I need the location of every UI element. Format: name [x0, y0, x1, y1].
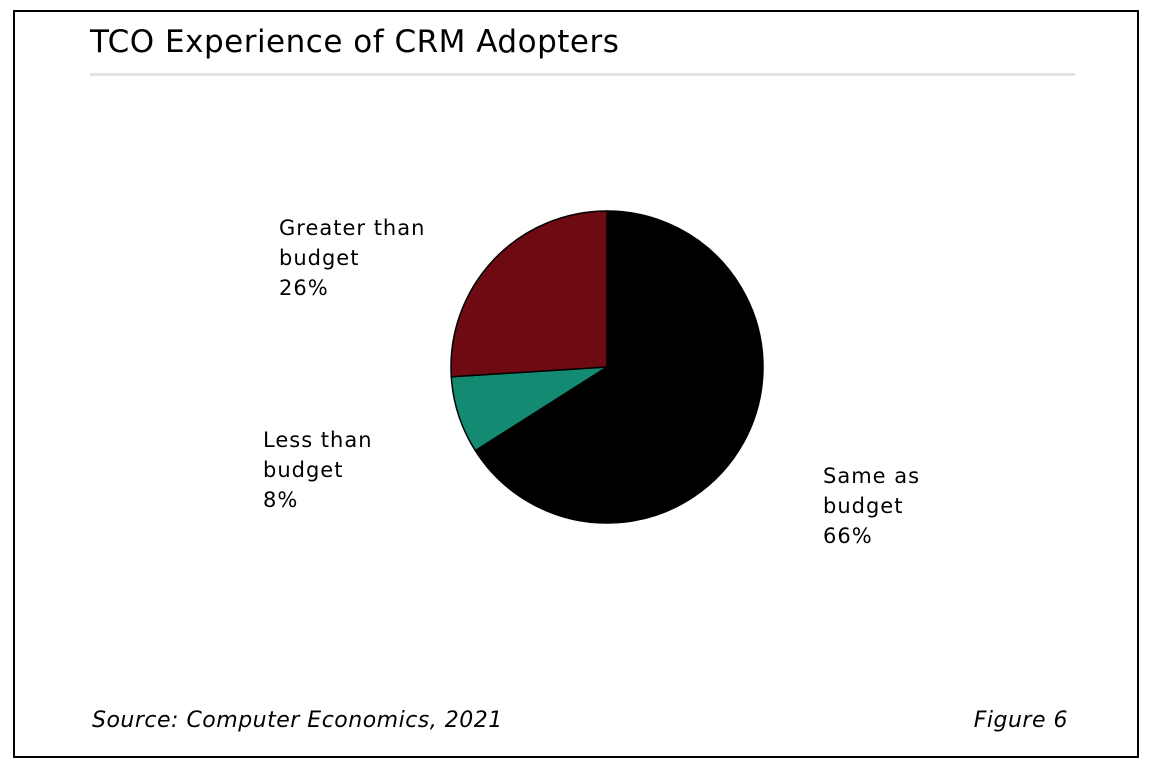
label-value: 66% — [823, 524, 873, 548]
label-greater-than-budget: Greater than budget 26% — [279, 213, 425, 303]
label-value: 26% — [279, 276, 329, 300]
label-same-as-budget: Same as budget 66% — [823, 461, 920, 551]
figure-number: Figure 6 — [973, 708, 1068, 733]
label-line: budget — [279, 246, 360, 270]
source-note: Source: Computer Economics, 2021 — [92, 708, 503, 733]
title-divider — [90, 73, 1075, 76]
figure-frame — [13, 10, 1139, 758]
label-line: Less than — [263, 428, 373, 452]
label-value: 8% — [263, 488, 299, 512]
pie-slice-same-as-budget — [474, 210, 764, 524]
label-line: budget — [823, 494, 904, 518]
label-less-than-budget: Less than budget 8% — [263, 425, 373, 515]
pie-slice-greater-than-budget — [450, 210, 608, 378]
label-line: Same as — [823, 464, 921, 488]
label-line: budget — [263, 458, 344, 482]
label-line: Greater than — [279, 216, 426, 240]
chart-title: TCO Experience of CRM Adopters — [90, 24, 620, 60]
